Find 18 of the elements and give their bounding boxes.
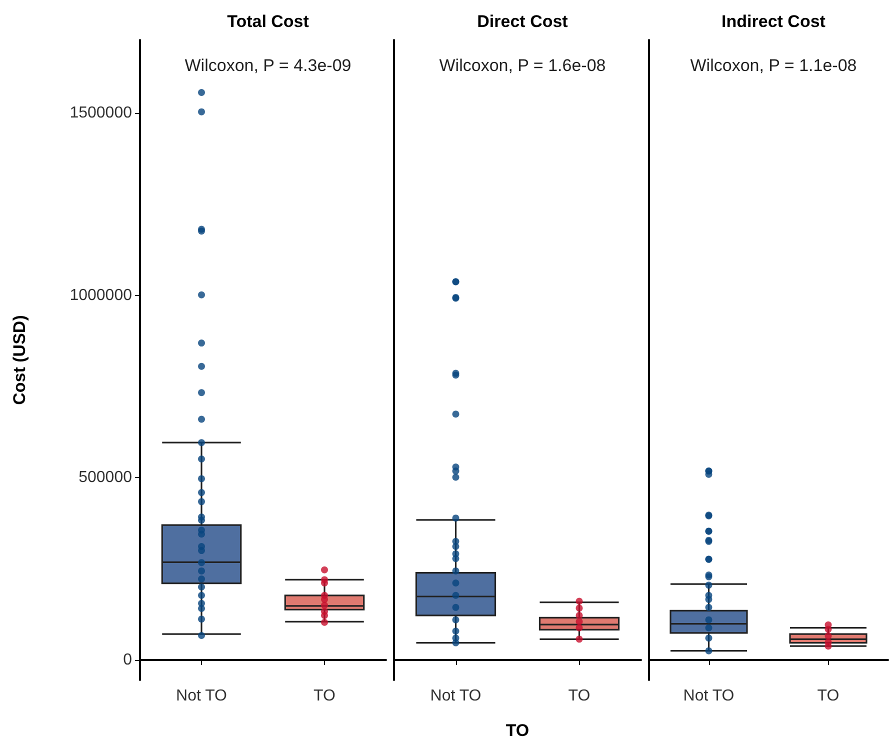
- chart-title: Direct Cost: [477, 12, 568, 31]
- y-tick-label: 500000: [78, 469, 132, 486]
- annotation: Wilcoxon, P = 1.1e-08: [690, 56, 857, 75]
- chart-title: Indirect Cost: [722, 12, 826, 31]
- x-tick-label: Not TO: [430, 688, 482, 704]
- annotation: Wilcoxon, P = 1.6e-08: [439, 56, 606, 75]
- y-tick-label: 1500000: [70, 104, 132, 122]
- x-axis-title: TO: [506, 721, 530, 740]
- y-tick-label: 0: [123, 651, 132, 668]
- x-tick-label: TO: [817, 688, 840, 704]
- x-tick-label: Not TO: [176, 688, 227, 704]
- annotation: Wilcoxon, P = 4.3e-09: [184, 56, 352, 75]
- x-tick-label: TO: [314, 688, 336, 704]
- x-tick-label: Not TO: [683, 688, 734, 704]
- chart-title: Total Cost: [227, 12, 310, 31]
- y-axis-title: Cost (USD): [10, 315, 29, 405]
- x-tick-label: TO: [568, 688, 590, 704]
- y-tick-label: 1000000: [70, 286, 132, 304]
